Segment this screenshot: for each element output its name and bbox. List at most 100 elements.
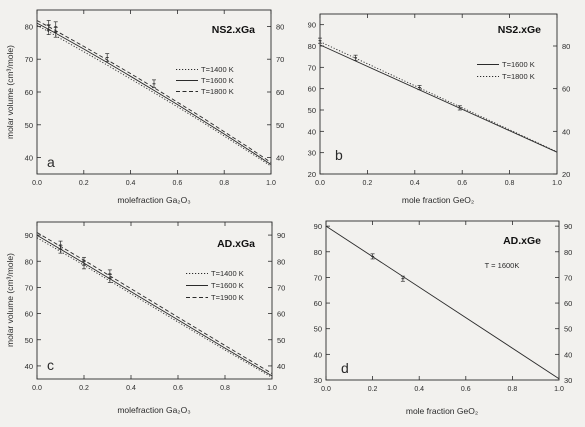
panel-a-ytick-label: 60 <box>25 88 33 97</box>
panel-b-ytick-label: 40 <box>308 127 316 136</box>
panel-a-series-2 <box>36 22 272 165</box>
panel-a-xlabel: molefraction Ga₂O₃ <box>117 195 190 205</box>
panel-b-ytick-label: 30 <box>308 149 316 158</box>
panel-a-legend-label: T=1800 K <box>201 87 234 96</box>
panel-b-ytick-label: 80 <box>308 42 316 51</box>
panel-a-right-ytick-label: 40 <box>276 154 284 163</box>
panel-c-xtick-label: 0.0 <box>32 385 42 392</box>
panel-d: 0.0 0.2 0.4 0.6 0.8 1.03040506070809030405060… <box>314 220 572 416</box>
panel-c-xtick-label: 0.6 <box>173 385 183 392</box>
panel-a-ytick-label: 40 <box>25 154 33 163</box>
panel-c-ytick-label: 90 <box>25 231 33 240</box>
panel-a-right-ytick-label: 70 <box>276 55 284 64</box>
panel-d-right-ytick-label: 60 <box>564 299 572 308</box>
panel-c-legend: T=1400 K T=1600 K T=1900 K <box>186 269 244 302</box>
panel-d-right-ytick-label: 30 <box>564 376 572 385</box>
panel-b-data-point <box>417 85 422 91</box>
panel-b-ytick-label: 50 <box>308 106 316 115</box>
panel-a-series-1 <box>36 25 272 167</box>
panel-d-letter: d <box>341 360 349 376</box>
panel-d-ytick-label: 80 <box>314 248 322 257</box>
panel-b-xtick-label: 1.0 <box>552 180 562 187</box>
panel-d-xtick-label: 0.4 <box>414 386 424 393</box>
panel-c-xtick-label: 0.4 <box>126 385 136 392</box>
panel-c-title: AD.xGa <box>217 238 255 250</box>
panel-a-xtick-label: 1.0 <box>266 180 276 187</box>
panel-a-xtick-label: 0.4 <box>126 180 136 187</box>
panel-d-ytick-label: 90 <box>314 222 322 231</box>
panel-d-ytick-label: 50 <box>314 325 322 334</box>
panel-c-legend-label: T=1600 K <box>211 281 244 290</box>
panel-d-right-ytick-label: 70 <box>564 273 572 282</box>
panel-b-ytick-label: 20 <box>308 170 316 179</box>
panel-b-legend-label: T=1800 K <box>502 72 535 81</box>
panel-a: 0.0 0.2 0.4 0.6 0.8 1.0 40 50 60 70 80 40 50 60 70 80 mo… <box>5 9 284 205</box>
panel-b-frame <box>319 13 558 175</box>
panel-d-right-ytick-label: 80 <box>564 248 572 257</box>
panel-b-xlabel: mole fraction GeO₂ <box>402 195 474 205</box>
panel-d-frame <box>325 220 560 381</box>
panel-b-xtick-label: 0.0 <box>315 180 325 187</box>
panel-a-data-point <box>46 24 51 35</box>
panel-d-xtick-label: 0.6 <box>461 386 471 393</box>
panel-d-xlabel: mole fraction GeO₂ <box>406 406 478 416</box>
panel-b-series-1 <box>319 44 558 153</box>
panel-a-ytick-label: 70 <box>25 55 33 64</box>
panel-d-annotation: T = 1600K <box>485 261 520 270</box>
panel-a-xtick-label: 0.6 <box>173 180 183 187</box>
panel-a-xtick-label: 0.0 <box>32 180 42 187</box>
panel-b-title: NS2.xGe <box>498 24 541 36</box>
panel-b-data-point <box>457 105 462 111</box>
panel-a-ylabel: molar volume (cm³/mole) <box>5 45 15 139</box>
panel-a-legend-label: T=1400 K <box>201 65 234 74</box>
panel-d-data-point <box>370 253 375 260</box>
panel-a-xtick-label: 0.8 <box>219 180 229 187</box>
panel-d-ytick-label: 60 <box>314 299 322 308</box>
panel-a-xtick-label: 0.2 <box>79 180 89 187</box>
panel-d-ytick-label: 70 <box>314 273 322 282</box>
panel-d-right-ytick-label: 90 <box>564 222 572 231</box>
panel-c-letter: c <box>47 357 54 373</box>
panel-a-right-ytick-label: 60 <box>276 88 284 97</box>
panel-b-ytick-label: 90 <box>308 21 316 30</box>
panel-c-legend-label: T=1900 K <box>211 293 244 302</box>
panel-c-right-ytick-label: 80 <box>277 257 285 266</box>
panel-b-ytick-label: 70 <box>308 63 316 72</box>
panel-c-series-1 <box>36 237 273 378</box>
panel-c-right-ytick-label: 40 <box>277 362 285 371</box>
panel-b-xtick-label: 0.6 <box>457 180 467 187</box>
panel-b-right-ytick-label: 40 <box>562 127 570 136</box>
panel-c-data-point <box>107 274 112 283</box>
panel-a-right-ytick-label: 50 <box>276 121 284 130</box>
panel-c-data-point <box>82 260 86 270</box>
panel-b-xtick-label: 0.8 <box>505 180 515 187</box>
panel-c-right-ytick-label: 50 <box>277 336 285 345</box>
panel-b-data-point <box>318 37 322 44</box>
panel-b-legend: T=1600 K T=1800 K <box>477 60 535 81</box>
panel-a-legend: T=1400 K T=1600 K T=1800 K <box>176 65 234 96</box>
panel-a-legend-label: T=1600 K <box>201 76 234 85</box>
panel-c-frame <box>36 221 273 380</box>
panel-c-xtick-label: 0.2 <box>79 385 89 392</box>
panel-a-right-ytick-label: 80 <box>276 22 284 31</box>
panel-b-ytick-label: 60 <box>308 85 316 94</box>
panel-a-data-point <box>152 79 156 89</box>
panel-a-letter: a <box>47 154 55 170</box>
panel-a-data-point <box>53 27 58 38</box>
panel-c-xlabel: molefraction Ga₂O₃ <box>117 405 190 415</box>
panel-b-letter: b <box>335 147 343 163</box>
panel-c-ytick-label: 40 <box>25 362 33 371</box>
panel-d-xtick-label: 0.8 <box>508 386 518 393</box>
panel-a-title: NS2.xGa <box>212 24 255 36</box>
panel-d-data-point <box>400 275 405 282</box>
panel-c-ytick-label: 80 <box>25 257 33 266</box>
panel-a-series-3 <box>36 20 272 163</box>
panel-c-right-ytick-label: 70 <box>277 283 285 292</box>
panel-c-legend-label: T=1400 K <box>211 269 244 278</box>
panel-c-right-ytick-label: 60 <box>277 310 285 319</box>
panel-b-right-ytick-label: 20 <box>562 170 570 179</box>
panel-b-xtick-label: 0.2 <box>363 180 373 187</box>
panel-c-data-point <box>58 244 63 254</box>
panel-c-right-ytick-label: 90 <box>277 231 285 240</box>
panel-b: 0.0 0.2 0.4 0.6 0.8 1.02030405060708090204060… <box>308 13 570 205</box>
